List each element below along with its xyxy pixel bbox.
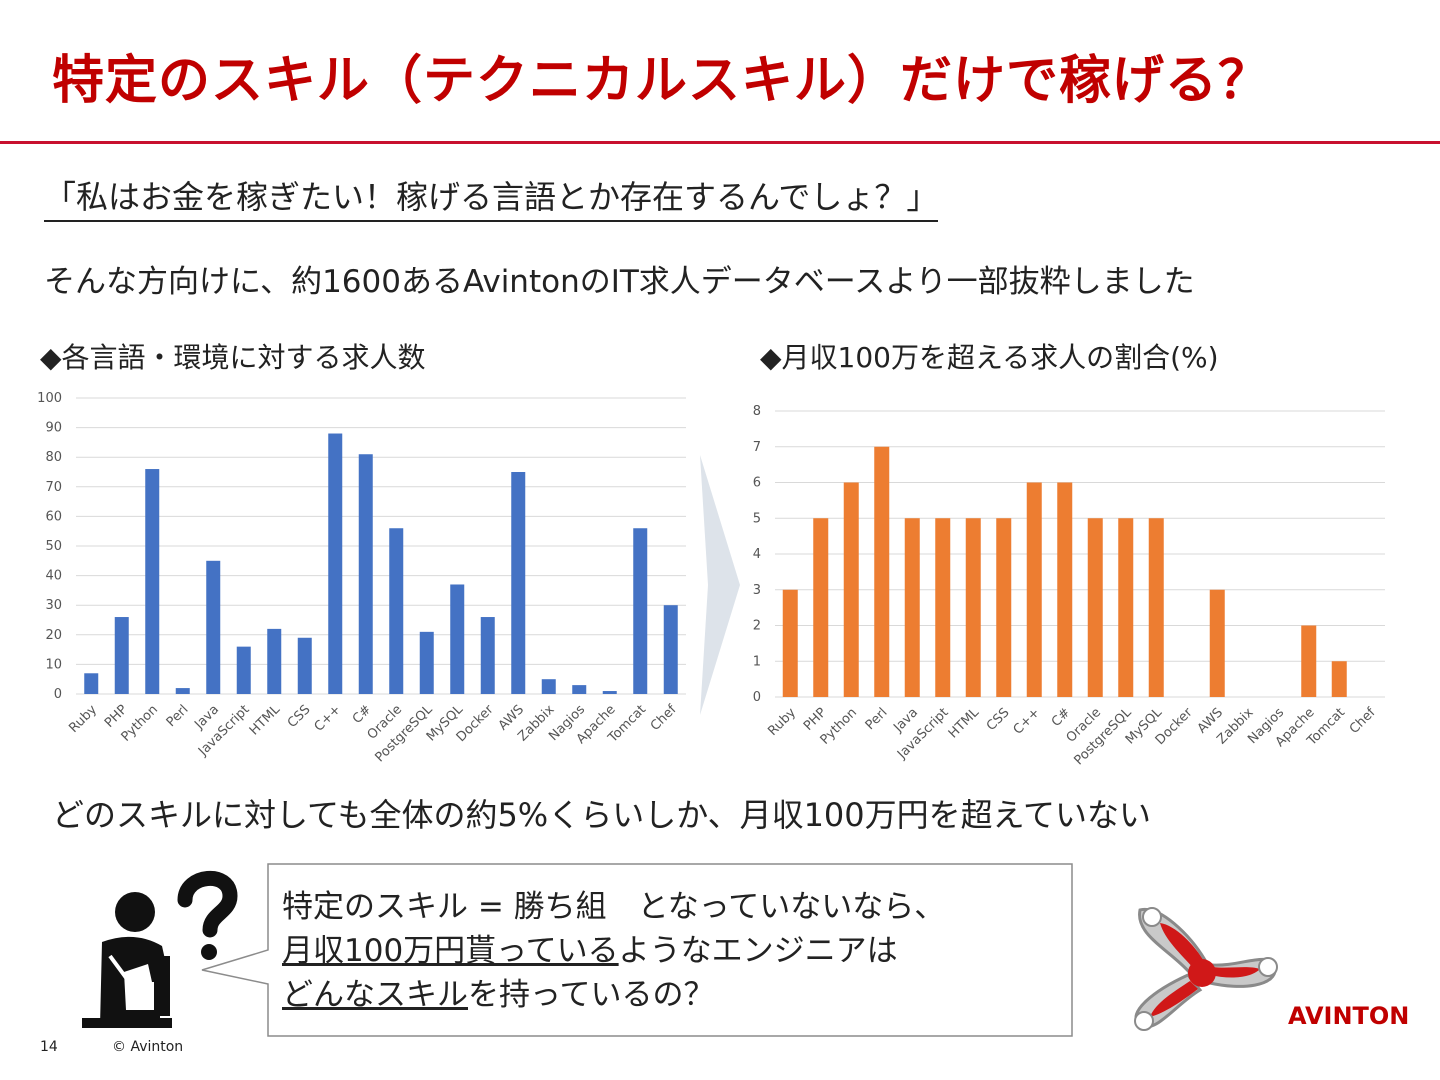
bar-c bbox=[328, 433, 343, 694]
x-category-label: Chef bbox=[1347, 705, 1379, 737]
y-tick-label: 4 bbox=[753, 547, 761, 562]
copyright: © Avinton bbox=[112, 1039, 184, 1055]
bar-javascript bbox=[236, 646, 251, 694]
x-category-label: Perl bbox=[863, 705, 891, 733]
callout-line-2-rest: ようなエンジニアは bbox=[618, 933, 898, 969]
page-number: 14 bbox=[40, 1039, 58, 1055]
bar-aws bbox=[1209, 589, 1225, 697]
quote-text: 「私はお金を稼ぎたい！稼げる言語とか存在するんでしょ？」 bbox=[44, 172, 939, 222]
bar-c bbox=[1057, 482, 1073, 697]
bar-java bbox=[206, 560, 221, 694]
x-category-label: CSS bbox=[285, 702, 314, 731]
y-tick-label: 40 bbox=[45, 569, 62, 584]
bar-aws bbox=[511, 472, 526, 694]
conclusion-text: どのスキルに対しても全体の約5%くらいしか、月収100万円を超えていない bbox=[52, 796, 1152, 834]
y-tick-label: 30 bbox=[45, 598, 62, 613]
x-category-label: HTML bbox=[247, 702, 284, 739]
slide-title: 特定のスキル（テクニカルスキル）だけで稼げる？ bbox=[52, 51, 1272, 111]
person-thinking-icon bbox=[82, 871, 238, 1028]
chart-title-job-count: ◆各言語・環境に対する求人数 bbox=[40, 341, 426, 374]
x-category-label: C# bbox=[1049, 705, 1074, 730]
bar-perl bbox=[874, 446, 890, 697]
x-category-label: Ruby bbox=[765, 705, 799, 739]
bar-css bbox=[297, 637, 312, 694]
y-tick-label: 0 bbox=[54, 687, 62, 702]
x-category-label: Chef bbox=[648, 702, 680, 734]
bar-nagios bbox=[572, 685, 587, 694]
title-divider bbox=[0, 141, 1440, 144]
y-tick-label: 90 bbox=[45, 421, 62, 436]
y-tick-label: 0 bbox=[753, 690, 761, 705]
callout-line-1: 特定のスキル = 勝ち組 となっていないなら、 bbox=[282, 889, 946, 925]
y-tick-label: 6 bbox=[753, 476, 761, 491]
y-tick-label: 20 bbox=[45, 628, 62, 643]
bar-javascript bbox=[935, 518, 951, 697]
bar-mysql bbox=[450, 584, 465, 694]
bar-php bbox=[813, 518, 829, 697]
x-category-label: HTML bbox=[946, 705, 983, 742]
bar-html bbox=[267, 628, 282, 694]
y-tick-label: 1 bbox=[753, 654, 761, 669]
x-category-label: C++ bbox=[312, 702, 344, 734]
bar-apache bbox=[602, 691, 617, 694]
y-tick-label: 50 bbox=[45, 539, 62, 554]
right-arrow-icon bbox=[700, 455, 740, 715]
bar-php bbox=[114, 617, 129, 694]
bar-ruby bbox=[782, 589, 798, 697]
bar-python bbox=[145, 469, 160, 694]
callout-line-2: 月収100万円貰っているようなエンジニアは bbox=[282, 929, 945, 973]
question-mark-icon bbox=[177, 871, 238, 960]
bar-zabbix bbox=[541, 679, 556, 694]
bar-postgresql bbox=[419, 631, 434, 694]
bar-c bbox=[1026, 482, 1042, 697]
x-category-label: C++ bbox=[1011, 705, 1043, 737]
callout-line-3: どんなスキルを持っているの？ bbox=[282, 973, 945, 1017]
y-tick-label: 7 bbox=[753, 440, 761, 455]
bar-apache bbox=[1301, 625, 1317, 697]
y-tick-label: 3 bbox=[753, 583, 761, 598]
bar-docker bbox=[480, 617, 495, 694]
y-tick-label: 70 bbox=[45, 480, 62, 495]
avinton-logo-icon bbox=[1134, 907, 1278, 1031]
bar-tomcat bbox=[633, 528, 648, 694]
x-category-label: C# bbox=[350, 702, 375, 727]
y-tick-label: 5 bbox=[753, 511, 761, 526]
callout-line-3-emphasis: どんなスキル bbox=[282, 977, 468, 1013]
bar-css bbox=[996, 518, 1012, 697]
callout-line-3-rest: を持っているの？ bbox=[468, 977, 715, 1013]
callout-line-2-emphasis: 月収100万円貰っている bbox=[282, 933, 619, 969]
y-tick-label: 80 bbox=[45, 450, 62, 465]
x-category-label: Perl bbox=[164, 702, 192, 730]
bar-html bbox=[965, 518, 981, 697]
bar-perl bbox=[175, 688, 190, 694]
speech-bubble bbox=[201, 863, 1073, 1037]
bar-python bbox=[843, 482, 859, 697]
bar-mysql bbox=[1148, 518, 1164, 697]
bar-ruby bbox=[84, 673, 99, 694]
bar-chef bbox=[663, 605, 678, 694]
bar-c bbox=[358, 454, 373, 694]
bar-tomcat bbox=[1331, 661, 1347, 697]
bar-oracle bbox=[1087, 518, 1103, 697]
bar-postgresql bbox=[1118, 518, 1134, 697]
bar-java bbox=[904, 518, 920, 697]
logo-text: AVINTON bbox=[1288, 1002, 1410, 1030]
y-tick-label: 100 bbox=[37, 391, 62, 406]
callout-text: 特定のスキル = 勝ち組 となっていないなら、 月収100万円貰っているようなエ… bbox=[282, 885, 945, 1017]
x-category-label: CSS bbox=[984, 705, 1013, 734]
chart-title-high-income-ratio: ◆月収100万を超える求人の割合(%) bbox=[760, 341, 1219, 374]
y-tick-label: 8 bbox=[753, 404, 761, 419]
bar-oracle bbox=[389, 528, 404, 694]
y-tick-label: 60 bbox=[45, 509, 62, 524]
y-tick-label: 2 bbox=[753, 619, 761, 634]
intro-text: そんな方向けに、約1600あるAvintonのIT求人データベースより一部抜粋し… bbox=[44, 264, 1195, 300]
x-category-label: Ruby bbox=[66, 702, 100, 736]
y-tick-label: 10 bbox=[45, 657, 62, 672]
